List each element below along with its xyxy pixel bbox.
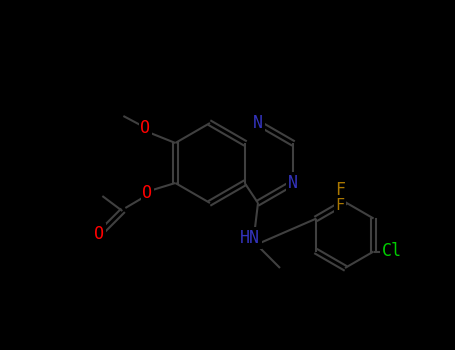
Text: O: O: [140, 119, 150, 137]
Text: HN: HN: [240, 229, 260, 247]
Text: N: N: [288, 174, 298, 192]
Text: F: F: [335, 181, 345, 199]
Text: O: O: [142, 184, 152, 202]
Text: O: O: [94, 225, 104, 243]
Text: F: F: [335, 197, 344, 212]
Text: N: N: [253, 114, 263, 132]
Text: Cl: Cl: [382, 243, 402, 260]
